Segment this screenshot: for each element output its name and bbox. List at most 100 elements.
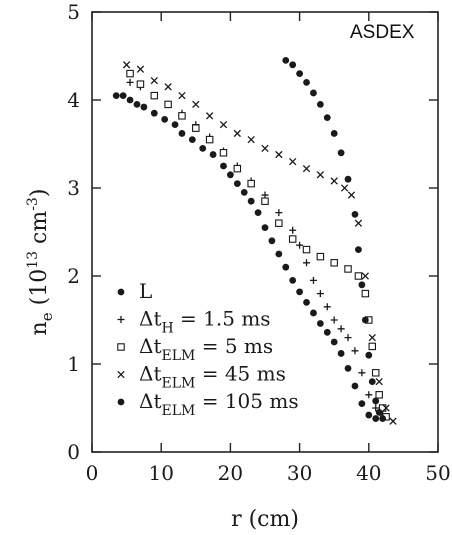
point-elm45 xyxy=(347,191,356,199)
point-elm105 xyxy=(379,415,387,422)
point-l xyxy=(303,299,310,306)
legend-label-elm105: ΔtELM = 105 ms xyxy=(139,389,299,419)
point-l xyxy=(161,115,169,123)
point-elm45 xyxy=(382,404,390,412)
point-elm105 xyxy=(344,175,352,183)
axes-layer: 0 10 20 30 40 50 0 1 2 3 4 5 xyxy=(67,0,450,485)
point-elm105 xyxy=(368,378,376,385)
point-l xyxy=(282,263,290,271)
point-elm45 xyxy=(361,272,369,280)
point-elm45 xyxy=(275,150,283,159)
y-tick-label: 2 xyxy=(67,264,80,288)
point-elm5 xyxy=(205,135,214,144)
point-h xyxy=(126,78,134,86)
series-elm105 xyxy=(282,57,387,422)
y-axis-title-sub: e xyxy=(38,312,56,321)
y-tick-label: 0 xyxy=(67,440,80,464)
point-h xyxy=(275,209,283,217)
point-elm45 xyxy=(375,377,383,386)
point-h xyxy=(289,226,297,234)
point-elm5 xyxy=(316,252,325,261)
x-tick-label: 20 xyxy=(218,461,243,485)
point-elm45 xyxy=(178,91,186,100)
point-elm45 xyxy=(289,157,297,166)
point-l xyxy=(289,277,297,284)
point-l xyxy=(316,320,324,327)
x-tick-label: 30 xyxy=(287,461,312,485)
point-elm105 xyxy=(337,149,345,157)
point-l xyxy=(171,121,179,129)
point-l xyxy=(296,288,303,296)
point-elm105 xyxy=(372,397,380,405)
point-elm105 xyxy=(375,409,383,416)
y-axis-title: ne (1013 cm-3) xyxy=(25,189,56,336)
point-l xyxy=(178,130,186,137)
data-points-layer xyxy=(112,57,397,425)
point-h xyxy=(337,325,345,333)
point-elm105 xyxy=(330,130,338,137)
point-l xyxy=(351,382,359,390)
point-h xyxy=(351,347,359,355)
point-l xyxy=(247,197,255,205)
point-h xyxy=(316,290,324,298)
point-l xyxy=(310,309,317,317)
point-elm45 xyxy=(233,129,241,138)
point-elm105 xyxy=(289,61,297,69)
point-elm5 xyxy=(354,272,363,280)
point-h xyxy=(372,404,380,412)
point-l xyxy=(240,189,248,196)
x-tick-label: 10 xyxy=(148,461,173,485)
point-elm5 xyxy=(368,342,377,351)
plot-frame xyxy=(91,11,439,453)
point-elm105 xyxy=(316,101,324,108)
x-tick-label: 50 xyxy=(425,461,450,485)
y-axis-title-open: (10 xyxy=(27,269,52,313)
point-l xyxy=(188,136,196,144)
point-elm105 xyxy=(365,351,373,359)
point-h xyxy=(358,369,366,377)
legend-marker-l xyxy=(117,288,125,296)
point-elm105 xyxy=(351,211,359,218)
point-elm5 xyxy=(178,112,186,120)
point-elm5 xyxy=(192,124,200,132)
point-elm5 xyxy=(150,91,159,100)
point-l xyxy=(112,92,120,99)
point-elm105 xyxy=(282,57,290,64)
point-elm105 xyxy=(303,79,310,86)
point-l xyxy=(220,162,227,170)
legend-marker-elm105 xyxy=(117,398,125,406)
point-h xyxy=(303,259,311,267)
point-l xyxy=(261,224,269,232)
point-l xyxy=(330,338,338,346)
legend-label-elm45: ΔtELM = 45 ms xyxy=(139,362,286,392)
point-elm105 xyxy=(310,89,317,97)
point-l xyxy=(275,250,283,258)
point-elm5 xyxy=(302,245,311,254)
y-tick-label: 1 xyxy=(67,352,80,376)
y-tick-label: 3 xyxy=(67,176,80,200)
x-tick-label: 40 xyxy=(356,461,381,485)
point-h xyxy=(365,391,373,399)
point-elm5 xyxy=(361,289,370,298)
y-axis-title-expm3: -3 xyxy=(25,197,41,211)
point-elm45 xyxy=(122,61,131,69)
point-elm45 xyxy=(316,171,325,179)
point-elm5 xyxy=(164,100,172,109)
point-l xyxy=(344,365,352,372)
point-elm105 xyxy=(296,70,303,77)
point-elm45 xyxy=(192,100,200,109)
x-tick-label: 0 xyxy=(86,461,99,485)
point-l xyxy=(268,237,276,245)
series-l xyxy=(112,92,380,422)
point-elm105 xyxy=(355,246,362,254)
point-elm45 xyxy=(219,120,228,129)
point-l xyxy=(233,180,241,188)
y-axis-title-close: ) xyxy=(27,189,52,198)
point-l xyxy=(126,96,134,104)
x-axis-title: r (cm) xyxy=(231,507,299,532)
point-h xyxy=(344,334,352,342)
point-l xyxy=(150,109,158,117)
point-l xyxy=(209,151,217,158)
point-l xyxy=(358,400,366,407)
